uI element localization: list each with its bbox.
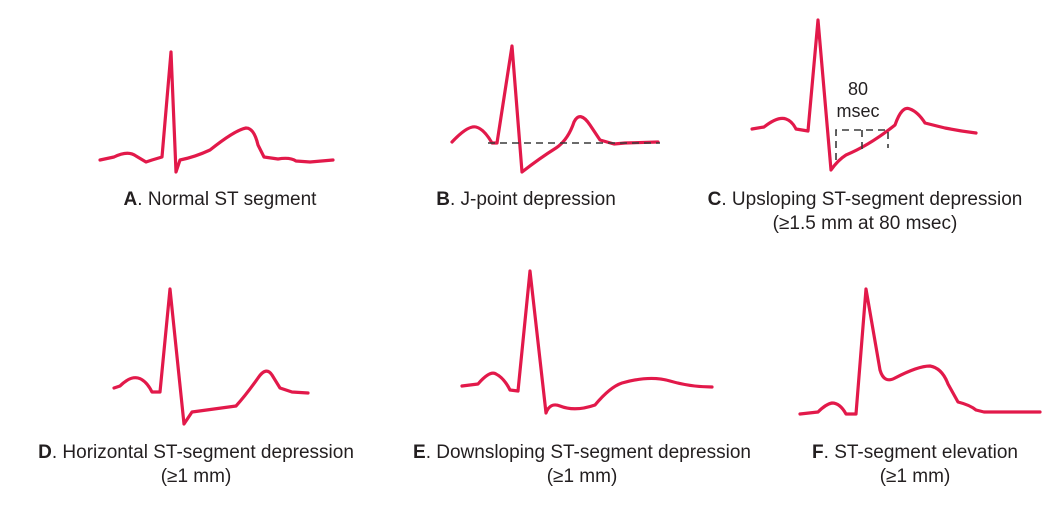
caption-title: Horizontal ST-segment depression bbox=[62, 442, 354, 463]
caption-criterion: (≥1 mm) bbox=[546, 466, 618, 487]
caption-letter: E bbox=[413, 442, 426, 463]
caption-f: F. ST-segment elevation (≥1 mm) bbox=[780, 441, 1050, 489]
caption-letter: A bbox=[123, 189, 138, 210]
ecg-trace-a bbox=[98, 50, 335, 174]
caption-separator: . bbox=[449, 189, 461, 210]
ecg-trace-f bbox=[798, 287, 1042, 416]
ecg-trace-e bbox=[460, 269, 714, 415]
caption-title: Downsloping ST-segment depression bbox=[436, 442, 751, 463]
caption-letter: F bbox=[812, 442, 824, 463]
caption-a: A. Normal ST segment bbox=[70, 188, 370, 212]
80-msec-bracket bbox=[835, 129, 889, 160]
caption-separator: . bbox=[51, 442, 63, 463]
caption-letter: C bbox=[707, 189, 722, 210]
caption-e: E. Downsloping ST-segment depression (≥1… bbox=[392, 441, 772, 489]
caption-b: B. J-point depression bbox=[376, 188, 676, 212]
caption-separator: . bbox=[721, 189, 732, 210]
annotation-value: 80 bbox=[847, 79, 869, 99]
caption-letter: B bbox=[436, 189, 450, 210]
caption-c: C. Upsloping ST-segment depression (≥1.5… bbox=[680, 188, 1050, 236]
caption-criterion: (≥1.5 mm at 80 msec) bbox=[772, 213, 958, 234]
ecg-trace-d bbox=[112, 287, 310, 426]
caption-criterion: (≥1 mm) bbox=[160, 466, 232, 487]
ecg-trace-b bbox=[450, 44, 660, 174]
caption-d: D. Horizontal ST-segment depression (≥1 … bbox=[10, 441, 382, 489]
caption-title: J-point depression bbox=[460, 189, 616, 210]
caption-separator: . bbox=[425, 442, 437, 463]
annotation-unit: msec bbox=[836, 101, 880, 121]
caption-criterion: (≥1 mm) bbox=[879, 466, 951, 487]
duration-annotation: 80 msec bbox=[818, 78, 898, 122]
caption-title: Normal ST segment bbox=[147, 189, 317, 210]
caption-title: ST-segment elevation bbox=[834, 442, 1018, 463]
caption-letter: D bbox=[38, 442, 52, 463]
caption-separator: . bbox=[823, 442, 835, 463]
caption-title: Upsloping ST-segment depression bbox=[731, 189, 1023, 210]
ecg-trace-c bbox=[750, 18, 978, 172]
caption-separator: . bbox=[137, 189, 148, 210]
